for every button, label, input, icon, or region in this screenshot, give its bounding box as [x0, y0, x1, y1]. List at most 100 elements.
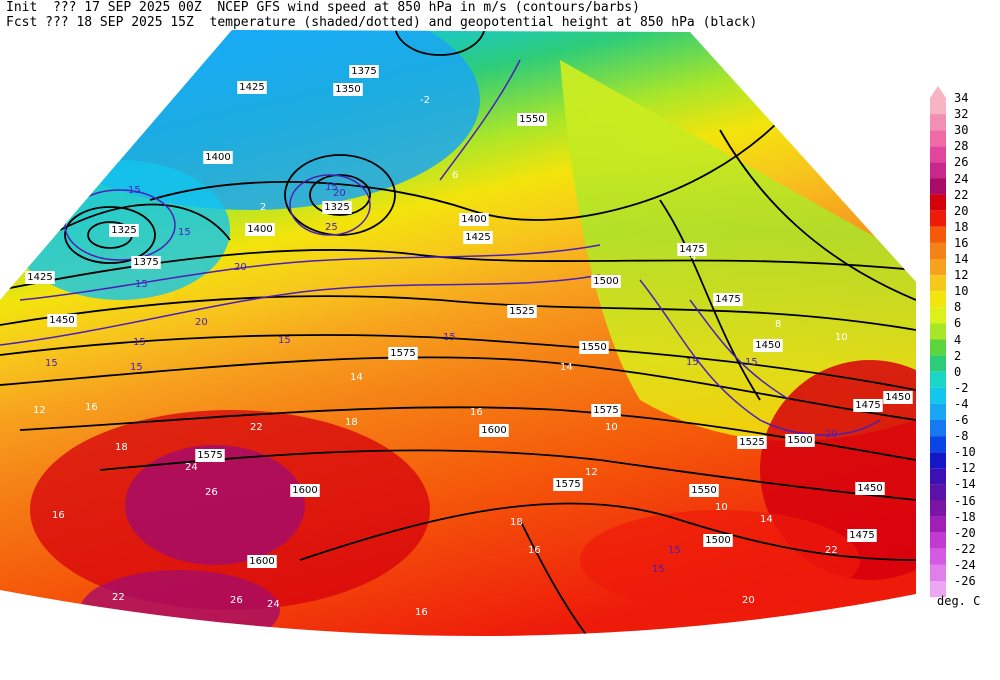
colorbar-arrow: [930, 86, 946, 98]
colorbar-swatch: [930, 146, 946, 163]
wind-label: 15: [45, 358, 58, 369]
wind-label: 15: [668, 545, 681, 556]
height-label: 1575: [555, 479, 580, 490]
temp-label: 16: [415, 607, 428, 618]
colorbar-swatch: [930, 564, 946, 581]
colorbar-swatch: [930, 532, 946, 549]
colorbar-swatch: [930, 484, 946, 501]
wind-label: 15: [745, 357, 758, 368]
height-label: 1550: [691, 485, 716, 496]
height-label: 1425: [465, 232, 490, 243]
height-label-box: [237, 81, 267, 94]
colorbar-swatch: [930, 355, 946, 372]
temp-label: 14: [760, 514, 773, 525]
height-labels: 1375135014251400140013251375142514501325…: [25, 65, 913, 568]
colorbar-label: -4: [954, 396, 969, 411]
height-label-box: [853, 399, 883, 412]
colorbar-label: 2: [954, 348, 962, 363]
temp-label: 14: [350, 372, 363, 383]
temp-label: 10: [715, 502, 728, 513]
wind-label: 20: [234, 262, 247, 273]
height-label: 1325: [111, 225, 136, 236]
colorbar-label: -12: [954, 461, 976, 476]
height-label: 1550: [581, 342, 606, 353]
colorbar-swatch: [930, 307, 946, 324]
height-label-box: [459, 213, 489, 226]
height-label-box: [349, 65, 379, 78]
colorbar-swatch: [930, 339, 946, 356]
wind-label: 15: [325, 182, 338, 193]
height-label: 1400: [461, 214, 486, 225]
height-label-box: [579, 341, 609, 354]
wind-label: 20: [195, 317, 208, 328]
colorbar-label: 34: [954, 91, 969, 105]
wind-label: 25: [325, 222, 338, 233]
height-label-box: [333, 83, 363, 96]
height-label-box: [322, 201, 352, 214]
height-label-box: [553, 478, 583, 491]
colorbar-label: 0: [954, 364, 962, 379]
colorbar-swatch: [930, 323, 946, 340]
colorbar-label: 22: [954, 187, 969, 202]
colorbar-label: 24: [954, 171, 969, 186]
colorbar-swatch: [930, 387, 946, 404]
height-label: 1475: [679, 244, 704, 255]
temp-label: -2: [420, 95, 430, 106]
colorbar-label: -2: [954, 380, 969, 395]
height-label-box: [290, 484, 320, 497]
height-label-box: [247, 555, 277, 568]
temp-label: 16: [528, 545, 541, 556]
height-label-box: [591, 404, 621, 417]
height-label: 1475: [715, 294, 740, 305]
height-label: 1600: [292, 485, 317, 496]
height-label-box: [245, 223, 275, 236]
colorbar-label: -6: [954, 413, 969, 427]
temp-label: 8: [775, 319, 781, 330]
height-label-box: [195, 449, 225, 462]
temp-label: 4: [690, 252, 696, 263]
temp-label: 10: [835, 332, 848, 343]
colorbar-label: 32: [954, 107, 969, 122]
colorbar-swatch: [930, 98, 946, 115]
height-label-box: [463, 231, 493, 244]
height-label-box: [703, 534, 733, 547]
wind-label: 15: [128, 185, 141, 196]
height-label-box: [855, 482, 885, 495]
temp-label: 16: [52, 510, 65, 521]
height-label-box: [753, 339, 783, 352]
colorbar-label: 20: [954, 203, 969, 218]
height-label: 1450: [755, 340, 780, 351]
height-label: 1575: [593, 405, 618, 416]
temp-label: 18: [510, 517, 523, 528]
temp-label: 18: [345, 417, 358, 428]
height-label-box: [517, 113, 547, 126]
height-label: 1425: [239, 82, 264, 93]
height-label-box: [785, 434, 815, 447]
colorbar-label: -14: [954, 477, 976, 492]
temp-label: 24: [267, 599, 280, 610]
height-label: 1525: [739, 437, 764, 448]
colorbar-swatch: [930, 468, 946, 485]
colorbar-label: 30: [954, 123, 969, 138]
wind-label: 15: [443, 332, 456, 343]
colorbar-swatch: [930, 178, 946, 195]
colorbar-label: 16: [954, 235, 969, 250]
colorbar-label: 14: [954, 252, 969, 266]
colorbar-label: 6: [954, 316, 962, 331]
height-label: 1550: [519, 114, 544, 125]
colorbar-label: -20: [954, 525, 976, 540]
wind-label: 15: [278, 335, 291, 346]
temp-label: 22: [250, 422, 263, 433]
height-label-box: [847, 529, 877, 542]
height-label-box: [109, 224, 139, 237]
header-forecast-line: Fcst ??? 18 SEP 2025 15Z temperature (sh…: [6, 15, 758, 30]
colorbar-swatch: [930, 516, 946, 533]
height-label: 1325: [324, 202, 349, 213]
height-label: 1600: [481, 425, 506, 436]
colorbar-swatch: [930, 259, 946, 276]
height-label: 1575: [197, 450, 222, 461]
colorbar-swatch: [930, 420, 946, 437]
height-label: 1475: [849, 530, 874, 541]
colorbar-label: 12: [954, 268, 969, 283]
